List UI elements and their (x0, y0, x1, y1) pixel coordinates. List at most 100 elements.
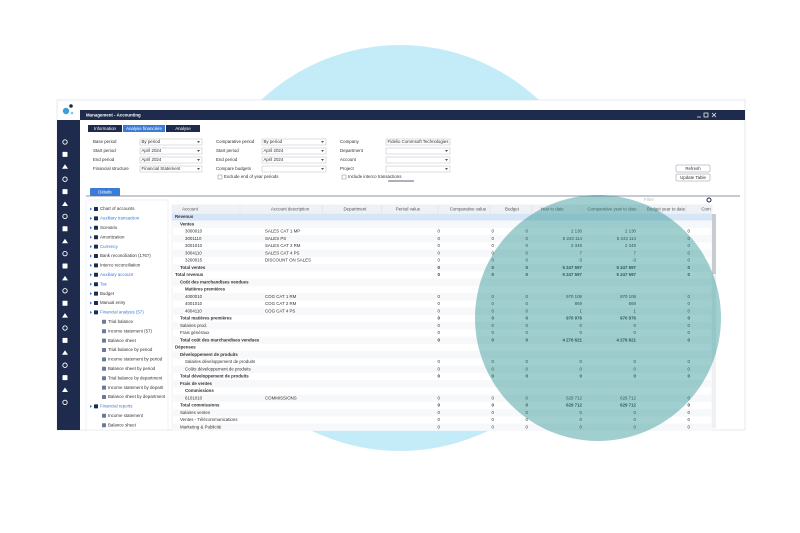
tree-item[interactable]: Bank reconciliation (1767) (100, 253, 151, 258)
tree-item[interactable]: Chart of accounts (100, 206, 135, 211)
tree-item[interactable]: Tax (100, 281, 108, 286)
tree-toggle[interactable] (90, 245, 92, 249)
tree-toggle[interactable] (90, 254, 92, 258)
tree-toggle[interactable] (90, 263, 92, 267)
sidebar-icon[interactable] (62, 300, 68, 306)
tree-item[interactable]: Budget (100, 291, 115, 296)
sidebar-icon[interactable] (62, 313, 68, 318)
window-controls[interactable] (697, 112, 717, 118)
sidebar-icon[interactable] (62, 337, 68, 343)
field-input[interactable] (261, 156, 327, 164)
sidebar-icon[interactable] (62, 226, 68, 232)
tree-item[interactable]: Trial balance by department (108, 375, 163, 380)
tree-item[interactable]: Scenario (100, 225, 118, 230)
tree-item[interactable]: Income statement (108, 413, 144, 418)
sidebar-icon[interactable] (62, 350, 68, 355)
sidebar-icon[interactable] (62, 139, 68, 145)
tree-item[interactable]: Balance sheet (108, 422, 137, 427)
tree-item[interactable]: Financial reports (100, 404, 133, 409)
cell-value: 970 976 (566, 316, 582, 321)
tree-toggle[interactable] (90, 216, 92, 220)
sidebar-icon[interactable] (62, 375, 68, 381)
tree-toggle[interactable] (90, 282, 92, 286)
field-input[interactable] (139, 156, 203, 164)
field-input[interactable] (261, 147, 327, 155)
tree-item[interactable]: Manual entry (100, 300, 126, 305)
sidebar-icon[interactable] (62, 288, 68, 294)
cell-value: 0 (580, 359, 583, 364)
cell-value: 629 712 (566, 395, 582, 400)
tree-item[interactable]: Interco reconciliation (100, 263, 141, 268)
button[interactable] (675, 173, 711, 182)
tree-item[interactable]: Balance sheet by period (108, 366, 156, 371)
tree-item[interactable]: Balance sheet (108, 338, 137, 343)
field-input[interactable] (139, 138, 203, 146)
sidebar-icon[interactable] (62, 164, 68, 169)
checkbox[interactable] (217, 174, 223, 180)
tree-toggle[interactable] (90, 404, 92, 408)
sidebar-icon[interactable] (62, 275, 68, 281)
tree-item[interactable]: Auxiliary account (100, 272, 134, 277)
tree-toggle[interactable] (90, 301, 92, 305)
field-input[interactable] (139, 147, 203, 155)
sidebar-icon[interactable] (62, 387, 68, 393)
tree-item[interactable]: Amortization (100, 234, 125, 239)
button[interactable] (675, 164, 711, 173)
cell-value: 0 (438, 316, 441, 321)
tab-label: Information (94, 126, 117, 131)
tree-item[interactable]: Currency (100, 244, 119, 249)
sidebar-icon[interactable] (62, 176, 68, 182)
scroll-thumb[interactable] (712, 214, 716, 274)
sidebar-icon[interactable] (62, 213, 68, 220)
sidebar-icon[interactable] (62, 362, 68, 368)
sidebar-icon[interactable] (62, 263, 68, 269)
field-input[interactable] (385, 165, 451, 173)
field-input[interactable] (261, 165, 327, 173)
tree-item[interactable]: Trial balance (108, 319, 134, 324)
row-label: Total ventes (180, 265, 206, 270)
checkbox[interactable] (341, 174, 347, 180)
tree-toggle[interactable] (90, 273, 92, 277)
field-input[interactable] (385, 147, 451, 155)
tree-toggle[interactable] (90, 207, 92, 211)
tree-icon (94, 235, 98, 240)
field-input[interactable] (385, 138, 451, 146)
app-window: Management - Accounting Information Analy… (56, 99, 746, 431)
tree-item[interactable]: Balance sheet by department (108, 394, 166, 399)
row-label: 4001010 (185, 301, 203, 306)
field-input[interactable] (139, 165, 203, 173)
sidebar (57, 120, 80, 430)
tree-toggle[interactable] (90, 226, 92, 230)
tab[interactable] (88, 125, 122, 132)
tree-item[interactable]: Auxiliary transaction (100, 216, 140, 221)
cell-value: 0 (526, 366, 529, 371)
details-tab[interactable] (90, 188, 120, 196)
field-input[interactable] (385, 156, 451, 164)
tree-item[interactable]: Trial balance by period (108, 347, 153, 352)
tree-item[interactable]: Financial analysis (57) (100, 310, 144, 315)
settings-icon[interactable] (706, 197, 712, 203)
sidebar-icon[interactable] (62, 201, 68, 207)
row-stripe (172, 293, 712, 301)
scrollbar[interactable] (712, 214, 716, 428)
cell-value: 0 (634, 424, 637, 429)
tab[interactable] (166, 125, 200, 132)
field-input[interactable] (261, 138, 327, 146)
sidebar-icon[interactable] (62, 325, 68, 331)
tree-toggle[interactable] (90, 310, 92, 314)
tree-item[interactable]: Income statement by period (108, 357, 163, 362)
sidebar-icon[interactable] (62, 399, 68, 406)
tree-toggle[interactable] (90, 235, 92, 239)
sidebar-icon[interactable] (62, 189, 68, 195)
tree-item[interactable]: Income statement by departi (108, 385, 163, 390)
sidebar-icon[interactable] (62, 250, 68, 257)
cell-value: 0 (688, 316, 691, 321)
sidebar-icon[interactable] (62, 151, 68, 157)
tree-item[interactable]: Income statement (57) (108, 328, 152, 333)
filter-label[interactable]: Filtre (644, 197, 654, 202)
cell-value: 0 (634, 323, 637, 328)
sidebar-icon[interactable] (62, 238, 68, 244)
tab[interactable] (123, 125, 165, 132)
menu-button[interactable] (728, 111, 736, 119)
tree-toggle[interactable] (90, 292, 92, 296)
